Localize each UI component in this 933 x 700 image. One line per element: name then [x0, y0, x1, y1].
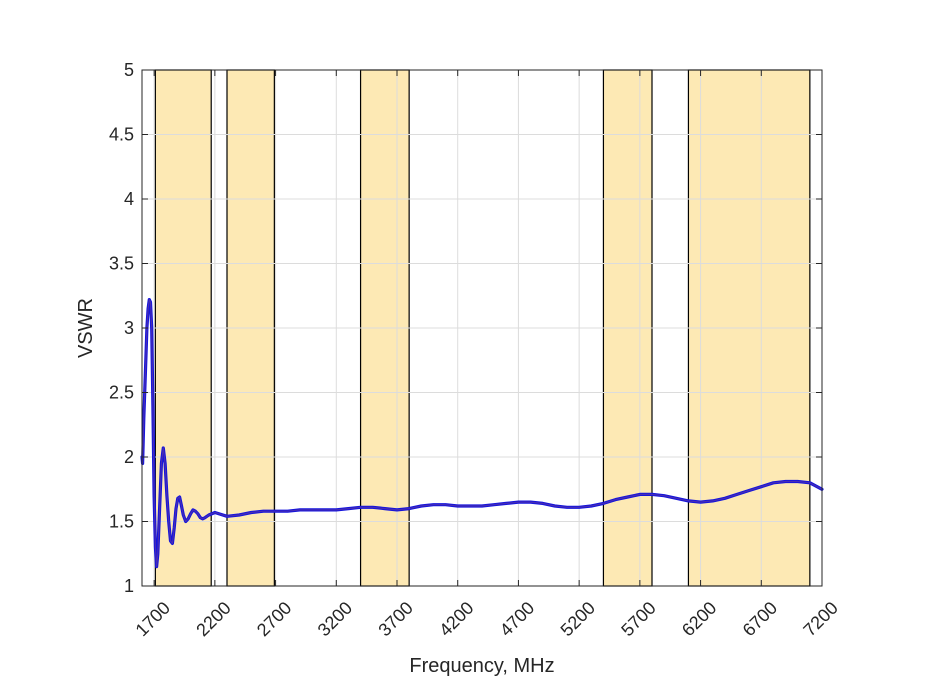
- y-axis-label: VSWR: [75, 298, 97, 358]
- vswr-series: [140, 298, 824, 569]
- y-tick-label: 3: [124, 318, 134, 338]
- y-tick-label: 2.5: [109, 383, 134, 403]
- plot-area: [140, 69, 824, 587]
- x-axis-label: Frequency, MHz: [409, 655, 554, 677]
- y-tick-label: 4: [124, 189, 134, 209]
- y-tick-label: 5: [124, 60, 134, 80]
- y-tick-label: 3.5: [109, 254, 134, 274]
- y-tick-label: 4.5: [109, 125, 134, 145]
- y-tick-label: 1: [124, 576, 134, 596]
- series-line-overlay-0: [141, 299, 823, 568]
- y-tick-label: 1.5: [109, 512, 134, 532]
- y-tick-label: 2: [124, 447, 134, 467]
